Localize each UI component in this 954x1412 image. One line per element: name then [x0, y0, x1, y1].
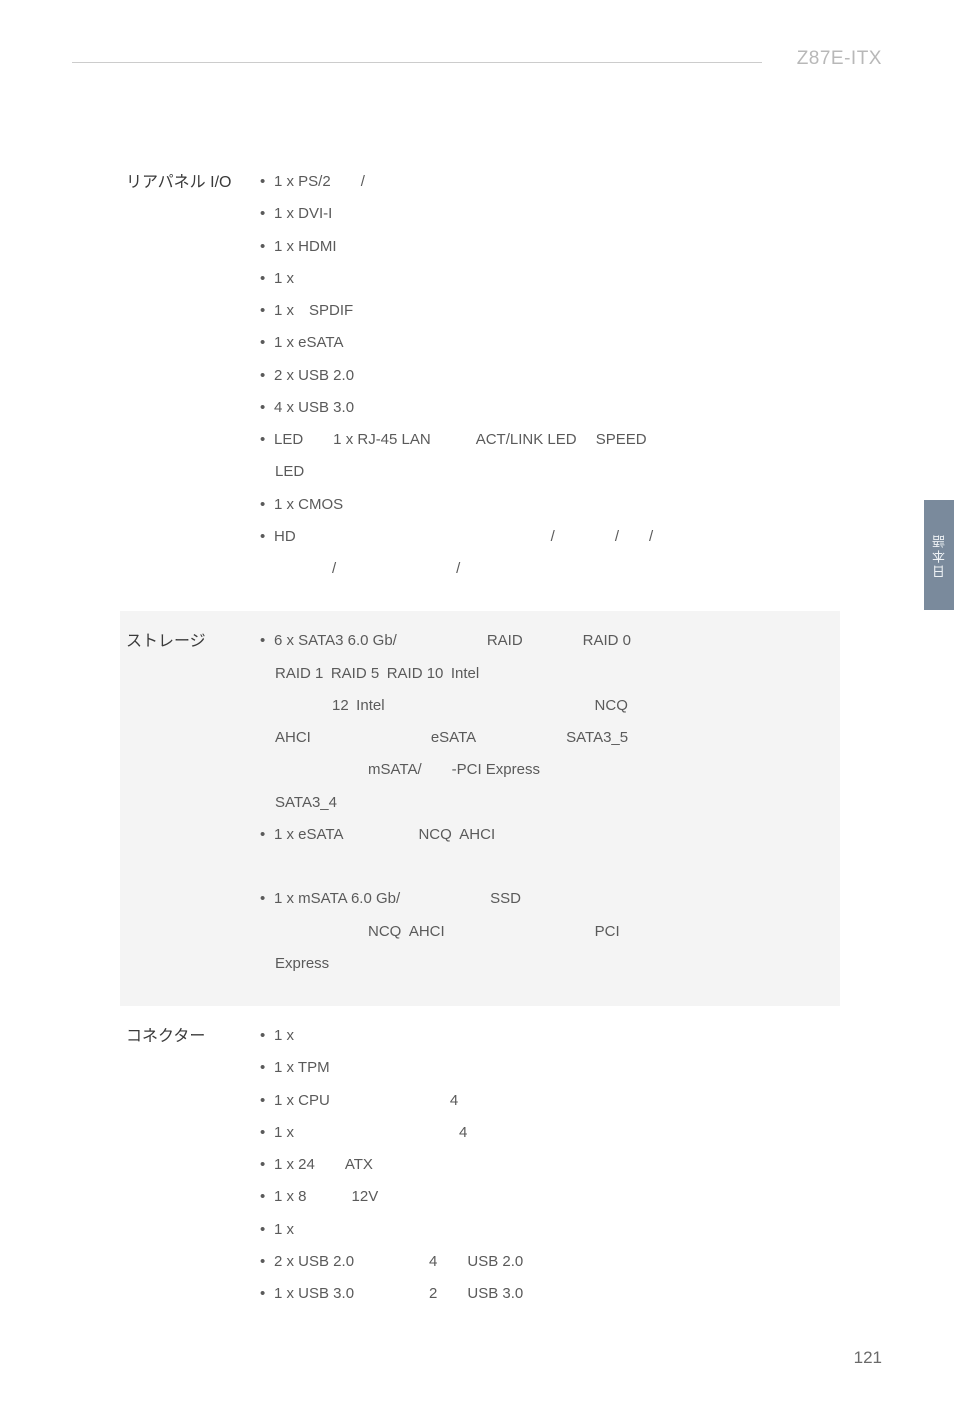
spec-item: 1 x eSATA NCQ AHCI [260, 819, 830, 851]
spec-row: コネクター1 x1 x TPM1 x CPU 41 x 41 x 24 ATX1… [120, 1006, 840, 1336]
spec-item: 6 x SATA3 6.0 Gb/ RAID RAID 0 [260, 625, 830, 657]
spec-line: mSATA/ -PCI Express [260, 754, 830, 786]
spec-item: 2 x USB 2.0 [260, 360, 830, 392]
spec-item: 1 x CPU 4 [260, 1085, 830, 1117]
spec-line: / / [260, 553, 830, 585]
spec-item: 1 x 24 ATX [260, 1149, 830, 1181]
spec-line: NCQ AHCI PCI [260, 916, 830, 948]
header-rule [72, 62, 762, 63]
spec-line: AHCI eSATA SATA3_5 [260, 722, 830, 754]
spec-item: 1 x USB 3.0 2 USB 3.0 [260, 1278, 830, 1310]
spec-item: HD / / / [260, 521, 830, 553]
side-tab: 日本語 [924, 500, 954, 610]
spec-row: リアパネル I/O1 x PS/2 /1 x DVI-I1 x HDMI1 x1… [120, 152, 840, 611]
spec-line: RAID 1 RAID 5 RAID 10 Intel [260, 658, 830, 690]
spec-item: 1 x SPDIF [260, 295, 830, 327]
spec-item: 1 x 8 12V [260, 1181, 830, 1213]
spec-content: 1 x1 x TPM1 x CPU 41 x 41 x 24 ATX1 x 8 … [260, 1020, 840, 1310]
spec-label: リアパネル I/O [120, 166, 260, 585]
spec-item: 1 x TPM [260, 1052, 830, 1084]
spec-item: 1 x [260, 1020, 830, 1052]
spec-item: 1 x HDMI [260, 231, 830, 263]
spec-item: 2 x USB 2.0 4 USB 2.0 [260, 1246, 830, 1278]
spec-line: 12 Intel NCQ [260, 690, 830, 722]
spec-item: LED 1 x RJ-45 LAN ACT/LINK LED SPEED [260, 424, 830, 456]
spec-item: 1 x PS/2 / [260, 166, 830, 198]
spec-row: ストレージ6 x SATA3 6.0 Gb/ RAID RAID 0 RAID … [120, 611, 840, 1006]
spec-line: LED [260, 456, 830, 488]
spec-item: 1 x [260, 263, 830, 295]
side-tab-label: 日本語 [930, 533, 949, 578]
spec-line: Express [260, 948, 830, 980]
spec-label: コネクター [120, 1020, 260, 1310]
spec-label: ストレージ [120, 625, 260, 980]
blank-line [260, 851, 830, 883]
spec-content: 1 x PS/2 /1 x DVI-I1 x HDMI1 x1 x SPDIF1… [260, 166, 840, 585]
spec-content: 6 x SATA3 6.0 Gb/ RAID RAID 0 RAID 1 RAI… [260, 625, 840, 980]
spec-table: リアパネル I/O1 x PS/2 /1 x DVI-I1 x HDMI1 x1… [120, 152, 840, 1336]
page-number: 121 [854, 1348, 882, 1368]
spec-item: 1 x DVI-I [260, 198, 830, 230]
spec-line: SATA3_4 [260, 787, 830, 819]
spec-item: 4 x USB 3.0 [260, 392, 830, 424]
spec-item: 1 x CMOS [260, 489, 830, 521]
spec-item: 1 x eSATA [260, 327, 830, 359]
spec-item: 1 x [260, 1214, 830, 1246]
model-name: Z87E-ITX [797, 48, 882, 70]
spec-item: 1 x 4 [260, 1117, 830, 1149]
spec-item: 1 x mSATA 6.0 Gb/ SSD [260, 883, 830, 915]
